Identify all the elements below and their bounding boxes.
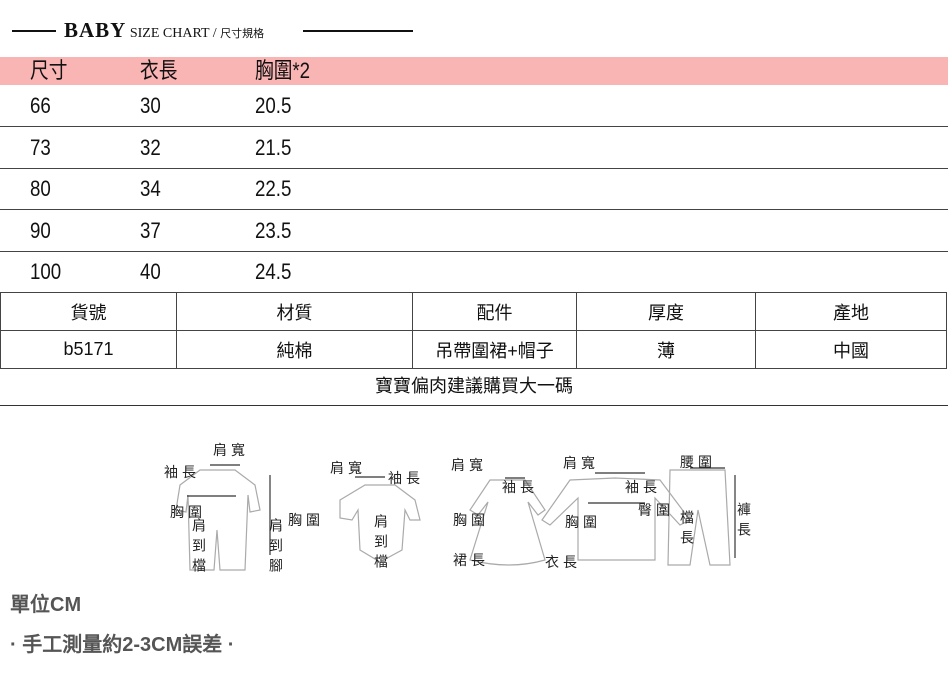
title-rule-right: [303, 30, 413, 32]
size-cell: 32: [140, 134, 161, 160]
size-cell: 40: [140, 259, 161, 284]
label-chest-4: 胸圍: [565, 515, 601, 531]
size-cell: 80: [30, 176, 51, 201]
label-chest-2: 胸圍: [288, 513, 324, 529]
label-shoulder-3: 肩寬: [451, 458, 487, 474]
tolerance-note: · 手工測量約2-3CM誤差 ·: [10, 634, 235, 656]
label-pants-length: 褲長: [735, 502, 751, 542]
label-waist: 腰圍: [680, 455, 716, 471]
label-chest-1: 胸圍: [170, 505, 206, 521]
romper-outline: [175, 469, 261, 571]
product-table: 貨號 材質 配件 厚度 產地 b5171 純棉 吊帶圍裙+帽子薄中國: [0, 292, 947, 369]
label-shoulder-feet: 肩到腳: [267, 518, 283, 578]
header-material: 材質: [176, 292, 413, 331]
row-divider: [0, 167, 948, 169]
material: 純棉: [176, 330, 413, 369]
label-sleeve-1: 袖長: [164, 465, 200, 481]
pants-outline: [667, 469, 731, 566]
label-rise: 檔長: [678, 510, 694, 550]
size-table-header: [0, 57, 948, 85]
accessory: 吊帶圍裙+帽子: [412, 330, 577, 369]
label-sleeve-2: 袖長: [388, 471, 424, 487]
size-cell: 100: [30, 259, 62, 284]
column-header: 尺寸: [30, 58, 68, 83]
size-cell: 34: [140, 176, 161, 201]
size-cell: 24.5: [255, 259, 292, 284]
row-divider: [0, 126, 948, 127]
size-cell: 23.5: [255, 217, 292, 243]
dress-outline: [469, 479, 546, 566]
row-divider: [0, 250, 948, 252]
size-cell: 73: [30, 134, 51, 160]
label-shoulder-crotch-2: 肩到檔: [372, 514, 388, 574]
measurement-diagram: [175, 464, 736, 571]
header-accessory: 配件: [412, 292, 577, 331]
size-cell: 21.5: [255, 134, 292, 160]
header-origin: 產地: [755, 292, 947, 331]
label-sleeve-3: 袖長: [502, 480, 538, 496]
size-cell: 37: [140, 217, 161, 243]
size-cell: 20.5: [255, 93, 292, 118]
column-header: 衣長: [140, 58, 178, 83]
header-item-no: 貨號: [0, 292, 177, 331]
label-shoulder-2: 肩寬: [330, 461, 366, 477]
size-cell: 66: [30, 93, 51, 118]
thickness: 薄: [576, 330, 756, 369]
label-chest-3: 胸圍: [453, 513, 489, 529]
label-shoulder-crotch-1: 肩到檔: [190, 518, 206, 578]
unit-label: 單位CM: [10, 594, 82, 616]
column-header: 胸圍*2: [255, 58, 311, 83]
label-shoulder-4: 肩寬: [563, 456, 599, 472]
label-shoulder-1: 肩寬: [213, 443, 249, 459]
title-rule-left: [12, 30, 56, 32]
size-cell: 90: [30, 217, 51, 243]
size-cell: 30: [140, 93, 161, 118]
shirt-outline: [541, 477, 691, 561]
label-skirt-length: 裙長: [453, 553, 489, 569]
size-cell: 22.5: [255, 176, 292, 201]
page-title: BABY SIZE CHART / 尺寸規格: [64, 18, 265, 42]
bodysuit-outline: [339, 484, 421, 563]
item-no: b5171: [0, 330, 177, 369]
header-thickness: 厚度: [576, 292, 756, 331]
origin: 中國: [755, 330, 947, 369]
label-sleeve-4: 袖長: [625, 480, 661, 496]
label-hip: 臀圍: [638, 503, 674, 519]
size-advice: 寶寶偏肉建議購買大一碼: [0, 368, 948, 406]
label-length: 衣長: [545, 555, 581, 571]
row-divider: [0, 209, 948, 210]
